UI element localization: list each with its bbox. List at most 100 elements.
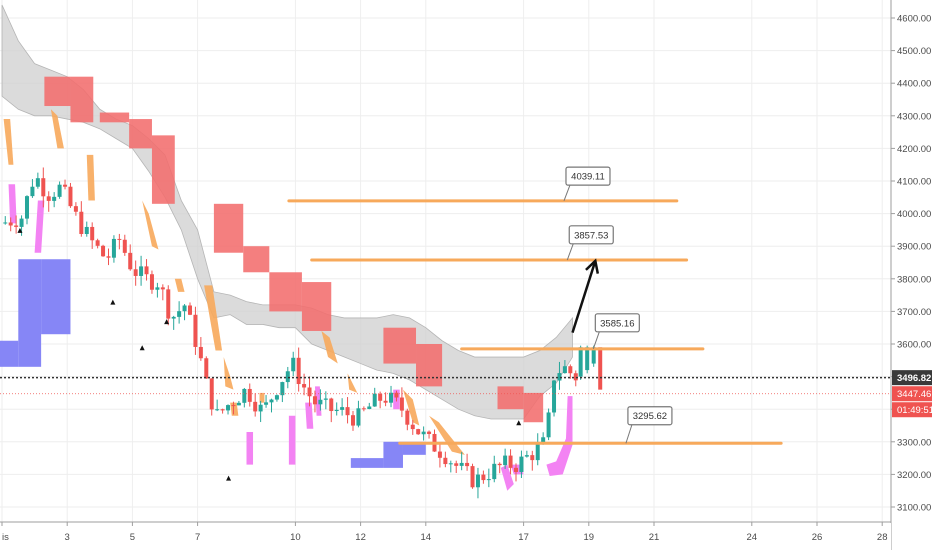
ichimoku-cloud (1, 4, 573, 420)
candle-down (329, 398, 334, 412)
blue-kumo-block (0, 340, 19, 367)
candle-up (285, 371, 290, 383)
red-kumo-block (129, 119, 152, 149)
x-tick-label: 17 (518, 532, 529, 543)
pink-band (288, 415, 296, 465)
candle-up (524, 455, 529, 457)
candle-down (302, 384, 307, 388)
x-tick-label: 24 (747, 532, 758, 543)
orange-band (86, 154, 95, 201)
orange-band (3, 119, 14, 165)
price-tag-label: 3496.82 (897, 373, 931, 384)
candle-down (312, 396, 317, 405)
candle-down (508, 455, 513, 468)
callout-label: 3295.62 (633, 411, 667, 422)
candle-down (350, 415, 355, 426)
price-tag-bg (892, 370, 932, 386)
y-tick-label: 3800.00 (897, 274, 931, 285)
pink-band (246, 432, 254, 465)
candle-down (73, 206, 78, 212)
candle-up (475, 474, 480, 488)
signal-marker (17, 227, 23, 233)
candle-down (399, 397, 404, 411)
candle-down (296, 357, 301, 385)
candle-down (437, 451, 442, 458)
y-tick-label: 3300.00 (897, 437, 931, 448)
candle-down (187, 305, 192, 315)
callout-box (627, 406, 673, 426)
red-kumo-block (416, 344, 443, 387)
candle-up (258, 404, 263, 412)
candle-up (340, 407, 345, 410)
blue-kumo-block (18, 259, 42, 367)
candle-up (323, 398, 328, 400)
orange-band (402, 389, 420, 426)
candle-down (133, 269, 138, 276)
callout-label: 4039.11 (571, 172, 605, 183)
candle-up (578, 347, 583, 377)
orange-band (321, 330, 338, 364)
candle-down (513, 467, 518, 472)
candle-down (573, 373, 578, 381)
kumo-blocks (0, 76, 544, 468)
candle-down (361, 408, 366, 410)
callout-box (594, 313, 640, 333)
orange-band (204, 285, 223, 351)
callout-label: 3857.53 (574, 230, 608, 241)
candle-up (421, 431, 426, 435)
candle-up (35, 178, 40, 187)
y-tick-label: 4500.00 (897, 46, 931, 57)
candle-down (8, 222, 13, 226)
candle-down (63, 184, 68, 187)
candle-up (182, 305, 187, 312)
candle-up (57, 184, 62, 197)
candle-up (3, 222, 8, 224)
x-tick-label: 7 (195, 532, 200, 543)
candle-up (274, 395, 279, 400)
candle-down (46, 196, 51, 201)
red-kumo-block (99, 112, 130, 123)
candle-up (30, 186, 35, 197)
y-tick-label: 4200.00 (897, 144, 931, 155)
candle-up (264, 402, 269, 405)
red-kumo-block (383, 327, 417, 364)
candle-down (198, 346, 203, 359)
orange-band (223, 357, 234, 390)
blue-kumo-block (402, 441, 426, 455)
y-tick-label: 3200.00 (897, 470, 931, 481)
y-tick-label: 3700.00 (897, 307, 931, 318)
x-tick-label: 26 (812, 532, 823, 543)
candle-down (193, 314, 198, 347)
x-tick-label: is (2, 532, 9, 543)
red-kumo-block (523, 392, 544, 423)
candle-up (24, 196, 29, 219)
candle-down (149, 274, 154, 290)
callout-box (565, 166, 611, 186)
candles (3, 167, 603, 499)
callout-pointer (563, 184, 571, 202)
orange-band (50, 109, 64, 149)
orange-band (142, 200, 159, 250)
pink-band (305, 402, 314, 429)
candle-up (280, 382, 285, 396)
price-tag-bg (892, 402, 932, 418)
candle-down (117, 238, 122, 240)
arrow-head (585, 258, 600, 274)
candle-down (383, 400, 388, 403)
orange-band (174, 278, 185, 292)
pink-band (314, 386, 322, 416)
y-tick-label: 4000.00 (897, 209, 931, 220)
candle-up (111, 238, 116, 258)
candle-down (497, 463, 502, 466)
candle-down (568, 366, 573, 374)
candle-down (68, 186, 73, 207)
candle-down (95, 240, 100, 246)
indicator-bands (3, 109, 573, 491)
candle-up (546, 412, 551, 438)
candle-down (410, 424, 415, 430)
x-tick-label: 21 (649, 532, 660, 543)
candle-down (378, 393, 383, 401)
candle-down (101, 245, 106, 257)
candle-down (144, 266, 149, 275)
